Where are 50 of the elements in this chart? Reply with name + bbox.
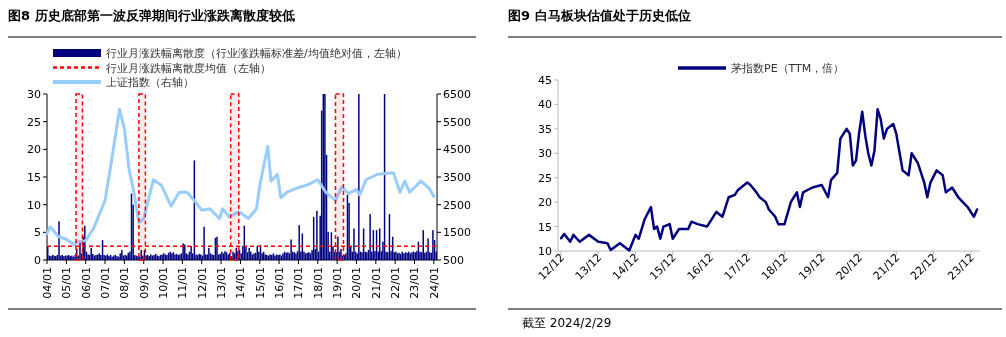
y-tick-label: 35 bbox=[538, 122, 552, 136]
x-tick-label: 06/01 bbox=[79, 267, 93, 299]
y-tick-label: 5 bbox=[34, 226, 41, 240]
y2-tick-label: 500 bbox=[443, 254, 464, 267]
x-tick-label: 09/01 bbox=[137, 267, 151, 299]
x-tick-label: 22/01 bbox=[389, 267, 403, 299]
x-tick-label: 04/01 bbox=[41, 267, 54, 299]
y-tick-label: 15 bbox=[27, 171, 41, 184]
x-tick-label: 19/01 bbox=[331, 267, 345, 299]
y-tick-label: 10 bbox=[538, 245, 552, 258]
legend-label: 行业月涨跌幅离散度（行业涨跌幅标准差/均值绝对值，左轴） bbox=[106, 47, 407, 60]
legend-label: 上证指数（右轴） bbox=[106, 76, 194, 89]
x-tick-label: 16/01 bbox=[273, 267, 287, 299]
chart-title: 图9 白马板块估值处于历史低位 bbox=[508, 8, 691, 23]
x-tick-label: 20/01 bbox=[350, 267, 364, 299]
chart-title: 图8 历史底部第一波反弹期间行业涨跌离散度较低 bbox=[8, 8, 295, 23]
x-tick-label: 18/01 bbox=[311, 267, 325, 299]
text: 截至 2024/2/29 bbox=[522, 316, 612, 330]
legend-label: 行业月涨跌幅离散度均值（左轴） bbox=[106, 61, 271, 75]
y-tick-label: 25 bbox=[27, 115, 41, 129]
x-tick-label: 17/01 bbox=[292, 267, 306, 299]
x-tick-label: 15/01 bbox=[253, 267, 267, 299]
x-tick-label: 14/01 bbox=[234, 267, 248, 299]
x-tick-label: 07/01 bbox=[99, 267, 113, 299]
y2-tick-label: 6500 bbox=[443, 88, 471, 101]
x-tick-label: 23/01 bbox=[408, 267, 422, 299]
x-tick-label: 24/01 bbox=[427, 267, 441, 299]
y-tick-label: 30 bbox=[538, 147, 552, 161]
y-tick-label: 10 bbox=[27, 198, 41, 212]
y-tick-label: 15 bbox=[538, 220, 552, 234]
legend-label: 茅指数PE（TTM，倍） bbox=[731, 62, 845, 75]
x-tick-label: 11/01 bbox=[176, 267, 190, 299]
y2-tick-label: 1500 bbox=[443, 226, 471, 240]
x-tick-label: 10/01 bbox=[157, 267, 171, 299]
y-tick-label: 0 bbox=[34, 254, 41, 267]
y2-tick-label: 3500 bbox=[443, 171, 471, 184]
y-tick-label: 20 bbox=[27, 143, 41, 157]
y2-tick-label: 2500 bbox=[443, 198, 471, 212]
x-tick-label: 08/01 bbox=[118, 267, 132, 299]
y-tick-label: 25 bbox=[538, 171, 552, 185]
x-tick-label: 21/01 bbox=[369, 267, 383, 299]
y2-tick-label: 4500 bbox=[443, 143, 471, 157]
y-tick-label: 20 bbox=[538, 196, 552, 210]
x-tick-label: 13/01 bbox=[215, 267, 229, 299]
y-tick-label: 45 bbox=[538, 74, 552, 87]
y2-tick-label: 5500 bbox=[443, 115, 471, 129]
x-tick-label: 05/01 bbox=[60, 267, 74, 299]
y-tick-label: 30 bbox=[27, 88, 41, 101]
y-tick-label: 40 bbox=[538, 98, 552, 112]
x-tick-label: 12/01 bbox=[195, 267, 209, 299]
